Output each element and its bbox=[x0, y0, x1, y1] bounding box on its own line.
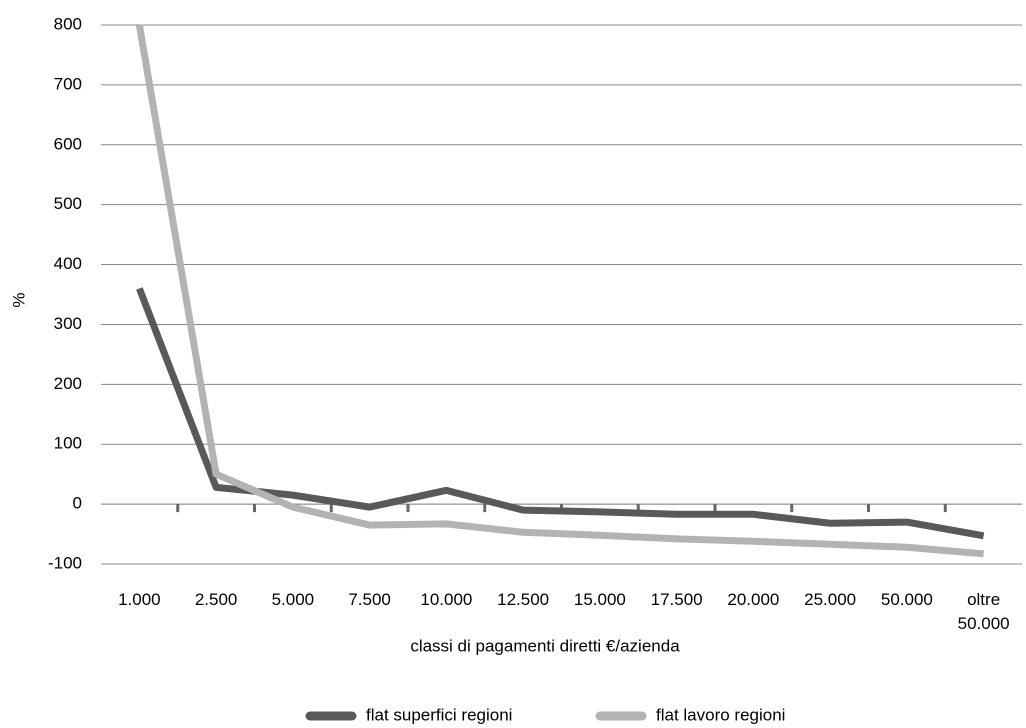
series-line bbox=[136, 287, 985, 540]
x-tick-label: 50.000 bbox=[880, 590, 933, 609]
legend-label: flat lavoro regioni bbox=[656, 705, 785, 724]
y-axis-label: % bbox=[9, 292, 28, 307]
y-tick-label: 600 bbox=[54, 134, 82, 153]
x-tick-label: 12.500 bbox=[497, 590, 550, 609]
x-tick-label: 7.500 bbox=[348, 590, 391, 609]
y-tick-label: 300 bbox=[54, 314, 82, 333]
y-tick-label: 700 bbox=[54, 74, 82, 93]
x-tick-label: oltre 50.000 bbox=[957, 590, 1010, 633]
y-tick-label: 100 bbox=[54, 434, 82, 453]
x-tick-label: 17.500 bbox=[650, 590, 703, 609]
x-tick-label: 5.000 bbox=[271, 590, 315, 609]
y-tick-label: 0 bbox=[73, 494, 82, 513]
x-tick-label: 25.000 bbox=[804, 590, 857, 609]
x-tick-label: 2.500 bbox=[194, 590, 238, 609]
y-tick-label: 800 bbox=[54, 14, 82, 33]
x-tick-label: 20.000 bbox=[727, 590, 780, 609]
y-tick-label: 200 bbox=[54, 374, 82, 393]
x-tick-label: 1.000 bbox=[118, 590, 161, 609]
x-tick-label: 15.000 bbox=[573, 590, 626, 609]
y-tick-label: 400 bbox=[54, 254, 82, 273]
y-tick-label: -100 bbox=[48, 553, 82, 572]
x-axis-label: classi di pagamenti diretti €/azienda bbox=[410, 636, 680, 655]
legend-label: flat superfici regioni bbox=[366, 705, 512, 724]
series-line bbox=[135, 24, 984, 558]
y-tick-label: 500 bbox=[54, 194, 82, 213]
x-tick-label: 10.000 bbox=[420, 590, 473, 609]
